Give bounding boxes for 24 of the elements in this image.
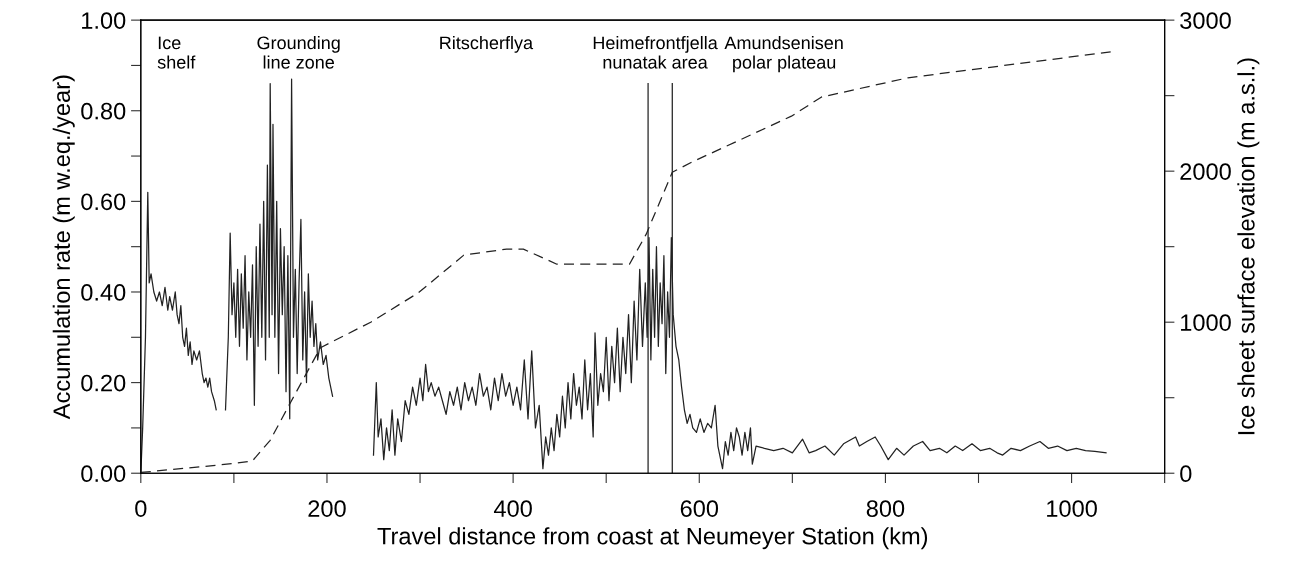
y2-tick-label: 2000 — [1180, 163, 1231, 180]
y2-tick-label: 3000 — [1180, 12, 1231, 29]
y-tick-label: 0.00 — [81, 465, 126, 483]
annotation: Heimefrontfjella nunatak area — [593, 35, 718, 69]
y-tick-label: 0.40 — [81, 284, 126, 301]
x-tick-label: 1000 — [1047, 500, 1097, 517]
x-axis-title: Travel distance from coast at Neumeyer Station (km) — [377, 527, 928, 550]
annotation: Amundsenisen polar plateau — [724, 35, 843, 73]
y-tick-label: 0.60 — [81, 193, 126, 211]
y2-axis-title: Ice sheet surface elevation (m a.s.l.) — [1237, 58, 1260, 435]
x-tick-label: 600 — [680, 500, 719, 517]
y-tick-label: 0.80 — [81, 102, 126, 120]
y-tick-label: 1.00 — [82, 12, 126, 29]
y2-tick-label: 0 — [1180, 465, 1192, 483]
x-tick-label: 800 — [866, 500, 905, 517]
annotation: Ritscherflya — [440, 35, 534, 53]
x-tick-label: 400 — [493, 500, 532, 517]
y-axis-title: Accumulation rate (m w.eq./year) — [52, 75, 75, 420]
y-tick-label: 0.20 — [81, 374, 126, 392]
x-tick-label: 200 — [308, 500, 346, 517]
y2-tick-label: 1000 — [1181, 314, 1231, 331]
annotation: Ice shelf — [157, 36, 196, 69]
annotation: Grounding line zone — [257, 35, 340, 69]
x-tick-label: 0 — [135, 500, 147, 517]
